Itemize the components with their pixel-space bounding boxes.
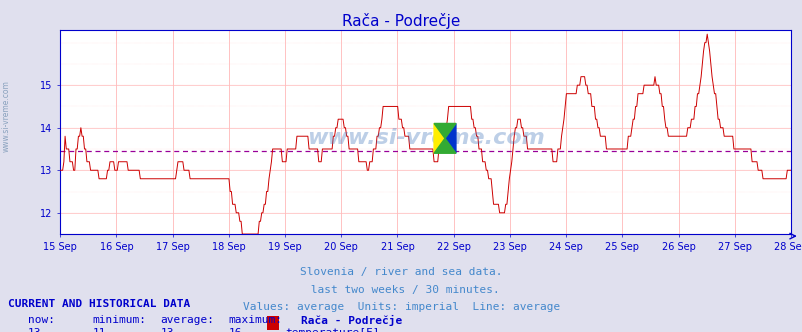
- Polygon shape: [444, 124, 456, 153]
- Polygon shape: [434, 124, 456, 138]
- Text: www.si-vreme.com: www.si-vreme.com: [306, 128, 544, 148]
- Text: 11: 11: [92, 328, 106, 332]
- Text: minimum:: minimum:: [92, 315, 146, 325]
- Text: temperature[F]: temperature[F]: [285, 328, 379, 332]
- Text: 16: 16: [229, 328, 242, 332]
- Text: CURRENT AND HISTORICAL DATA: CURRENT AND HISTORICAL DATA: [8, 299, 190, 309]
- Text: 13: 13: [28, 328, 42, 332]
- Text: Values: average  Units: imperial  Line: average: Values: average Units: imperial Line: av…: [242, 302, 560, 312]
- Text: Rača - Podrečje: Rača - Podrečje: [342, 13, 460, 29]
- Polygon shape: [434, 138, 456, 153]
- Text: Rača - Podrečje: Rača - Podrečje: [301, 315, 402, 326]
- Text: maximum:: maximum:: [229, 315, 282, 325]
- Text: last two weeks / 30 minutes.: last two weeks / 30 minutes.: [303, 285, 499, 294]
- Text: average:: average:: [160, 315, 214, 325]
- Text: Slovenia / river and sea data.: Slovenia / river and sea data.: [300, 267, 502, 277]
- Text: 13: 13: [160, 328, 174, 332]
- Text: now:: now:: [28, 315, 55, 325]
- Polygon shape: [434, 124, 444, 153]
- Text: www.si-vreme.com: www.si-vreme.com: [2, 80, 11, 152]
